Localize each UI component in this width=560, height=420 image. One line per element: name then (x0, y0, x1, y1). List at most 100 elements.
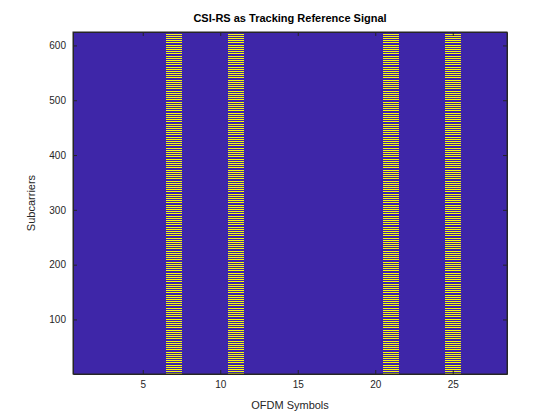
cell (445, 176, 461, 177)
cell (228, 281, 244, 282)
cell (228, 56, 244, 57)
cell (445, 349, 461, 350)
cell (166, 216, 182, 217)
cell (383, 86, 399, 87)
tick (503, 210, 507, 211)
cell (383, 334, 399, 335)
cell (228, 297, 244, 298)
cell (166, 156, 182, 157)
cell (383, 196, 399, 197)
cell (383, 367, 399, 368)
cell (445, 301, 461, 302)
cell (383, 205, 399, 206)
cell (228, 295, 244, 296)
cell (383, 58, 399, 59)
cell (228, 262, 244, 263)
cell (228, 161, 244, 162)
cell (166, 248, 182, 249)
cell (166, 319, 182, 320)
cell (166, 152, 182, 153)
cell (445, 64, 461, 65)
cell (383, 259, 399, 260)
cell (383, 284, 399, 285)
cell (166, 93, 182, 94)
cell (445, 156, 461, 157)
cell (228, 106, 244, 107)
cell (383, 64, 399, 65)
cell (166, 126, 182, 127)
cell (166, 281, 182, 282)
cell (445, 110, 461, 111)
cell (228, 316, 244, 317)
cell (166, 117, 182, 118)
cell (228, 194, 244, 195)
cell (383, 321, 399, 322)
cell (445, 163, 461, 164)
cell (445, 279, 461, 280)
cell (228, 336, 244, 337)
cell (383, 347, 399, 348)
cell (228, 71, 244, 72)
cell (166, 189, 182, 190)
cell (228, 345, 244, 346)
cell (445, 273, 461, 274)
cell (166, 119, 182, 120)
cell (445, 255, 461, 256)
cell (228, 185, 244, 186)
cell (445, 84, 461, 85)
cell (383, 286, 399, 287)
cell (228, 134, 244, 135)
cell (166, 288, 182, 289)
tick-mark (503, 45, 507, 46)
cell (228, 343, 244, 344)
cell (228, 148, 244, 149)
cell (445, 288, 461, 289)
tick-mark (143, 370, 144, 374)
cell (228, 209, 244, 210)
cell (228, 299, 244, 300)
tick (375, 32, 376, 36)
cell (166, 338, 182, 339)
cell (383, 218, 399, 219)
cell (383, 248, 399, 249)
cell (166, 148, 182, 149)
cell (383, 222, 399, 223)
cell (166, 279, 182, 280)
cell (383, 49, 399, 50)
cell (166, 257, 182, 258)
cell (228, 178, 244, 179)
x-axis-title: OFDM Symbols (251, 399, 329, 411)
cell (445, 77, 461, 78)
tick-mark (298, 32, 299, 36)
cell (228, 205, 244, 206)
cell (166, 369, 182, 370)
cell (228, 115, 244, 116)
cell (383, 358, 399, 359)
cell (166, 332, 182, 333)
cell (383, 202, 399, 203)
cell (383, 308, 399, 309)
cell (383, 303, 399, 304)
cell (228, 108, 244, 109)
cell (228, 67, 244, 68)
cell (445, 75, 461, 76)
cell (166, 42, 182, 43)
cell (383, 352, 399, 353)
cell (445, 229, 461, 230)
cell (166, 360, 182, 361)
cell (166, 141, 182, 142)
cell (228, 369, 244, 370)
cell (166, 205, 182, 206)
cell (166, 115, 182, 116)
cell (228, 327, 244, 328)
cell (383, 253, 399, 254)
plot-background (73, 32, 507, 374)
cell (445, 71, 461, 72)
cell (383, 167, 399, 168)
cell (228, 303, 244, 304)
cell (166, 284, 182, 285)
cell (445, 325, 461, 326)
cell (445, 341, 461, 342)
cell (383, 251, 399, 252)
cell (228, 60, 244, 61)
